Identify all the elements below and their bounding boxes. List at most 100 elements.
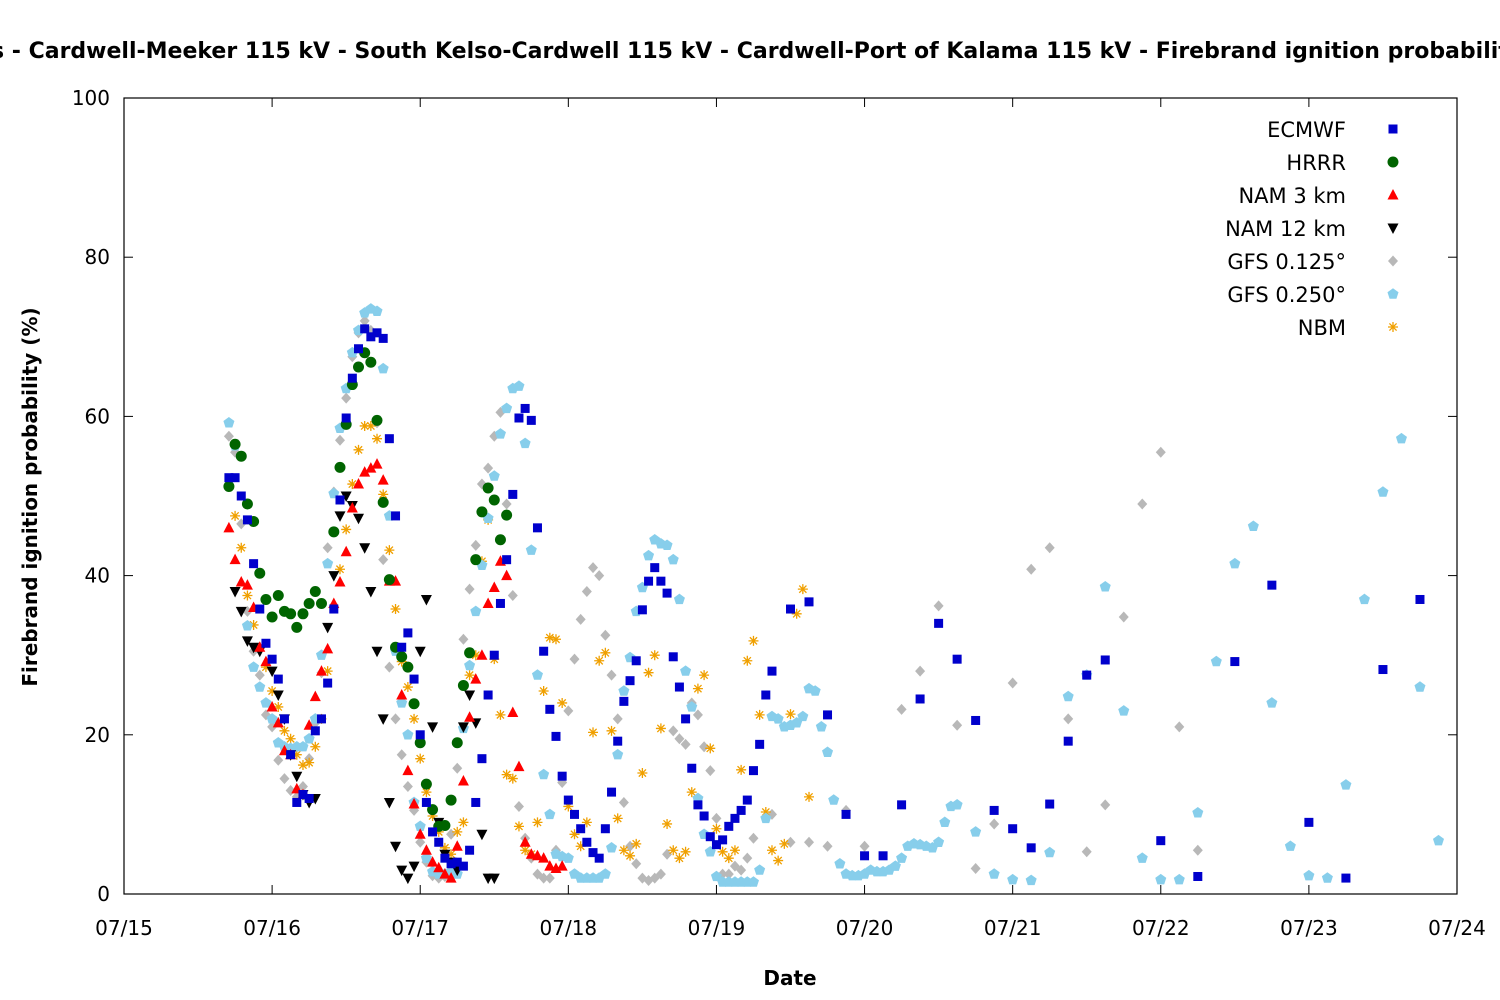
data-point — [347, 479, 358, 490]
data-point — [310, 726, 320, 736]
data-point — [501, 402, 513, 414]
data-point — [1229, 557, 1241, 569]
data-point — [378, 333, 388, 343]
data-point — [476, 506, 488, 518]
data-point — [266, 666, 278, 678]
data-point — [1062, 690, 1074, 702]
data-point — [309, 690, 321, 702]
data-point — [1100, 655, 1110, 665]
legend-marker — [1387, 288, 1399, 299]
data-point — [951, 799, 963, 810]
y-tick-label: 0 — [97, 882, 110, 906]
data-point — [433, 861, 445, 873]
data-point — [223, 521, 235, 533]
data-point — [693, 800, 703, 810]
data-point — [562, 852, 574, 863]
x-tick-label: 07/15 — [95, 916, 153, 940]
data-point — [502, 555, 512, 565]
data-point — [470, 673, 482, 684]
data-point — [248, 661, 260, 672]
data-point — [662, 818, 673, 829]
data-point — [402, 661, 414, 673]
data-point — [439, 820, 451, 832]
chart-title: Trans - Cardwell-Meeker 115 kV - South K… — [0, 39, 1500, 64]
data-point — [588, 562, 599, 574]
data-point — [353, 444, 364, 455]
data-point — [477, 754, 487, 764]
data-point — [1284, 840, 1296, 851]
data-point — [1377, 486, 1389, 497]
data-point — [692, 683, 703, 694]
data-point — [915, 694, 925, 704]
data-point — [742, 852, 753, 864]
data-point — [680, 846, 691, 857]
data-point — [508, 489, 518, 499]
data-point — [260, 593, 272, 605]
x-tick-label: 07/22 — [1132, 916, 1190, 940]
data-point — [359, 466, 371, 477]
data-point — [970, 863, 981, 875]
legend-marker — [1387, 189, 1399, 200]
data-point — [841, 809, 851, 819]
data-point — [729, 845, 740, 856]
data-point — [859, 840, 870, 852]
data-point — [390, 841, 402, 853]
data-point — [471, 797, 481, 807]
data-point — [513, 380, 525, 391]
data-point — [1118, 705, 1130, 716]
data-point — [1266, 697, 1278, 708]
data-point — [223, 416, 235, 428]
data-point — [420, 778, 432, 790]
data-point — [322, 642, 334, 654]
data-point — [1192, 807, 1204, 818]
data-point — [334, 434, 345, 446]
data-point — [241, 619, 253, 631]
data-point — [1155, 446, 1166, 458]
data-point — [804, 791, 815, 802]
data-point — [261, 638, 271, 648]
data-point — [915, 665, 926, 677]
data-point — [488, 581, 500, 593]
data-point — [618, 685, 630, 696]
data-point — [501, 569, 513, 581]
data-point — [334, 511, 346, 522]
data-point — [686, 701, 698, 712]
data-point — [544, 860, 556, 871]
data-point — [1007, 873, 1019, 885]
data-point — [483, 690, 493, 700]
data-point — [255, 604, 265, 614]
data-point — [488, 494, 500, 506]
data-point — [748, 766, 758, 776]
y-tick-label: 20 — [85, 723, 110, 747]
data-point — [718, 835, 728, 845]
data-point — [1155, 873, 1167, 885]
data-point — [403, 628, 413, 638]
data-point — [464, 670, 475, 681]
data-point — [439, 868, 451, 879]
x-tick-label: 07/18 — [540, 916, 598, 940]
data-point — [538, 852, 550, 863]
data-point — [525, 848, 537, 859]
data-point — [1044, 542, 1055, 554]
data-point — [748, 832, 759, 844]
series-gfs-0-125- — [223, 315, 1203, 886]
x-tick-label: 07/16 — [243, 916, 301, 940]
data-point — [273, 674, 283, 684]
data-point — [563, 705, 574, 717]
data-point — [544, 872, 555, 884]
data-point — [360, 324, 370, 334]
data-point — [260, 662, 271, 673]
data-point — [576, 824, 586, 834]
data-point — [730, 813, 740, 823]
data-point — [378, 554, 389, 566]
data-point — [822, 746, 834, 757]
data-point — [236, 491, 246, 501]
data-point — [421, 787, 432, 798]
data-point — [483, 462, 494, 474]
data-point — [1026, 843, 1036, 853]
data-point — [889, 860, 901, 871]
data-point — [415, 836, 426, 848]
data-point — [723, 853, 734, 864]
data-point — [414, 646, 426, 658]
data-point — [457, 679, 469, 691]
